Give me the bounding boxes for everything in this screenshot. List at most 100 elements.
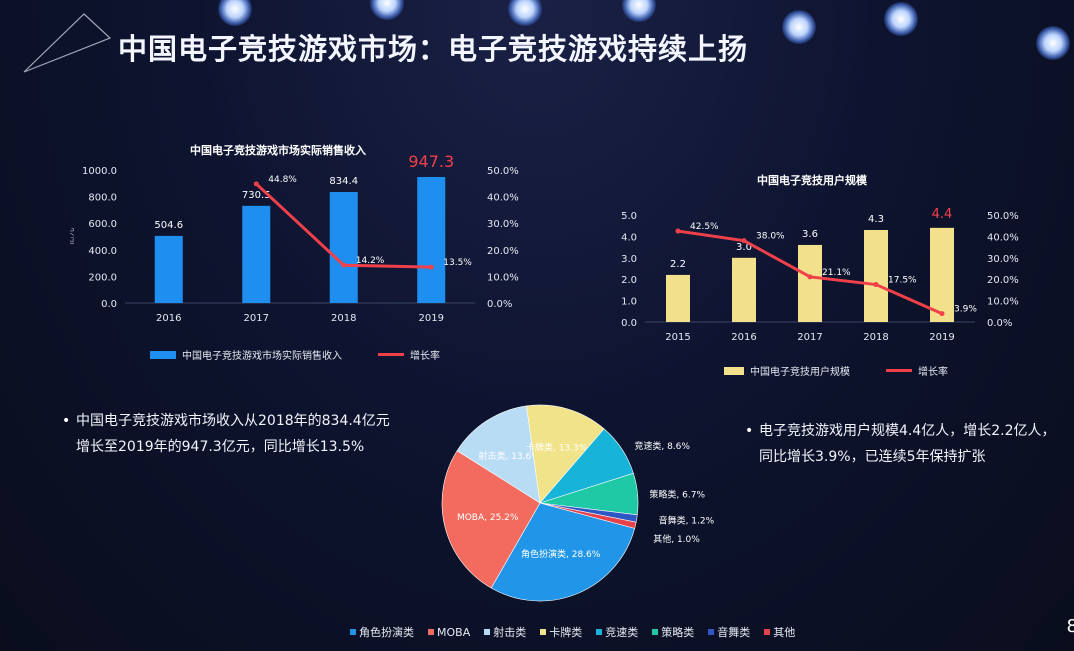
y2-tick-label: 0.0% [987,318,1012,329]
revenue-chart-title: 中国电子竞技游戏市场实际销售收入 [190,144,366,157]
pie-slice-label: 射击类, 13.6% [479,450,541,462]
growth-label: 44.8% [268,175,297,185]
y-tick-label: 800.0 [88,193,117,204]
x-tick-label: 2016 [731,332,756,343]
legend-swatch [764,629,771,635]
y-tick-label: 0.0 [621,318,637,329]
growth-label: 14.2% [356,256,385,266]
stage-light [508,0,542,26]
pie-legend-item: 策略类 [652,624,694,640]
pie-slice-label: 音舞类, 1.2% [659,514,715,526]
y2-tick-label: 40.0% [487,193,519,204]
pie-legend-item: 其他 [764,624,795,640]
legend-swatch [428,629,434,635]
legend-swatch [708,629,715,635]
y2-tick-label: 0.0% [487,299,512,310]
bar-value-label: 947.3 [408,155,454,171]
bar-value-label: 3.6 [802,229,818,240]
pie-slice [526,404,605,504]
users-chart-legend: 中国电子竞技用户规模 增长率 [724,363,948,378]
x-tick-label: 2017 [244,313,269,324]
users-chart: 0.0 1.0 2.0 3.0 4.0 5.0 0.0% 10.0% 20.0% 30.0% 40.… [621,207,1019,343]
bar-value-label: 834.4 [329,176,358,187]
pie-slice-label: 其他, 1.0% [653,533,700,545]
y-tick-label: 400.0 [88,246,117,257]
y-tick-label: 4.0 [621,232,637,243]
y2-tick-label: 20.0% [487,246,519,257]
pie-slice [490,502,636,602]
note-left-line1: 中国电子竞技游戏市场收入从2018年的834.4亿元 [76,413,390,429]
legend-label: 增长率 [918,367,948,378]
bar [798,244,822,322]
pie-legend-item: 角色扮演类 [350,624,414,640]
revenue-chart: 0.0 200.0 400.0 600.0 800.0 1000.0 0.0% 10.0% 20… [70,155,519,324]
growth-point [939,311,945,317]
y2-tick-label: 30.0% [987,254,1019,265]
y-tick-label: 3.0 [621,254,637,265]
y2-tick-label: 20.0% [987,275,1019,286]
x-tick-label: 2018 [863,332,888,343]
bar-value-label: 504.6 [154,220,183,231]
growth-point [807,274,813,280]
bar [666,274,690,322]
y2-tick-label: 10.0% [487,272,519,283]
bar-value-label: 4.3 [868,214,884,225]
stage-light [884,2,918,36]
pie-slice-label: 卡牌类, 13.3% [526,442,588,454]
users-chart-title: 中国电子竞技用户规模 [757,174,867,187]
y-tick-label: 5.0 [621,211,637,222]
pie-legend-item: 射击类 [484,624,526,640]
y-axis-label: 亿元 [70,227,76,245]
legend-swatch [886,369,912,372]
x-tick-label: 2017 [797,332,822,343]
decorative-triangle-icon [23,13,112,73]
pie-legend-item: 卡牌类 [540,624,582,640]
bar [732,257,756,322]
growth-label: 42.5% [690,222,719,232]
legend-label: 中国电子竞技游戏市场实际销售收入 [182,351,342,362]
pie-slice-label: 策略类, 6.7% [649,488,705,500]
pie-slice [441,450,541,589]
x-tick-label: 2016 [156,313,181,324]
stage-light [622,0,656,22]
note-right-line2: 同比增长3.9%，已连续5年保持扩张 [759,449,986,465]
growth-point [253,181,259,187]
pie-slice [456,405,541,504]
y-tick-label: 0.0 [101,299,117,310]
growth-label: 21.1% [822,268,851,278]
slide-title: 中国电子竞技游戏市场：电子竞技游戏持续上扬 [118,32,749,66]
legend-swatch [596,629,603,635]
growth-label: 38.0% [756,232,785,242]
legend-item-revenue: 中国电子竞技游戏市场实际销售收入 [150,347,342,362]
legend-item-growth: 增长率 [886,363,948,378]
legend-label: 竞速类 [605,626,639,639]
bar [242,205,271,303]
y-tick-label: 1.0 [621,297,637,308]
legend-label: MOBA [437,625,471,639]
legend-label: 中国电子竞技用户规模 [750,367,850,378]
bar [329,192,358,303]
legend-swatch [150,350,176,359]
growth-point [741,238,747,244]
x-tick-label: 2019 [929,332,954,343]
pie-slice-label: 竞速类, 8.6% [634,440,690,452]
x-tick-label: 2018 [331,313,356,324]
bar-value-label: 730.5 [242,190,271,201]
y2-tick-label: 50.0% [487,166,519,177]
growth-point [341,262,347,268]
legend-swatch [378,353,404,356]
legend-label: 增长率 [410,351,440,362]
stage-light [782,10,816,44]
growth-point [675,228,681,234]
bar [417,177,446,303]
growth-point [428,264,434,270]
bar [930,227,954,322]
y-tick-label: 2.0 [621,275,637,286]
bar-value-label: 2.2 [670,259,686,270]
y-tick-label: 600.0 [88,219,117,230]
genre-pie-legend: 角色扮演类 MOBA 射击类 卡牌类 竞速类 策略类 音舞类 其他 [350,624,795,640]
growth-label: 3.9% [954,305,977,315]
y2-tick-label: 50.0% [987,211,1019,222]
growth-label: 13.5% [443,258,472,268]
